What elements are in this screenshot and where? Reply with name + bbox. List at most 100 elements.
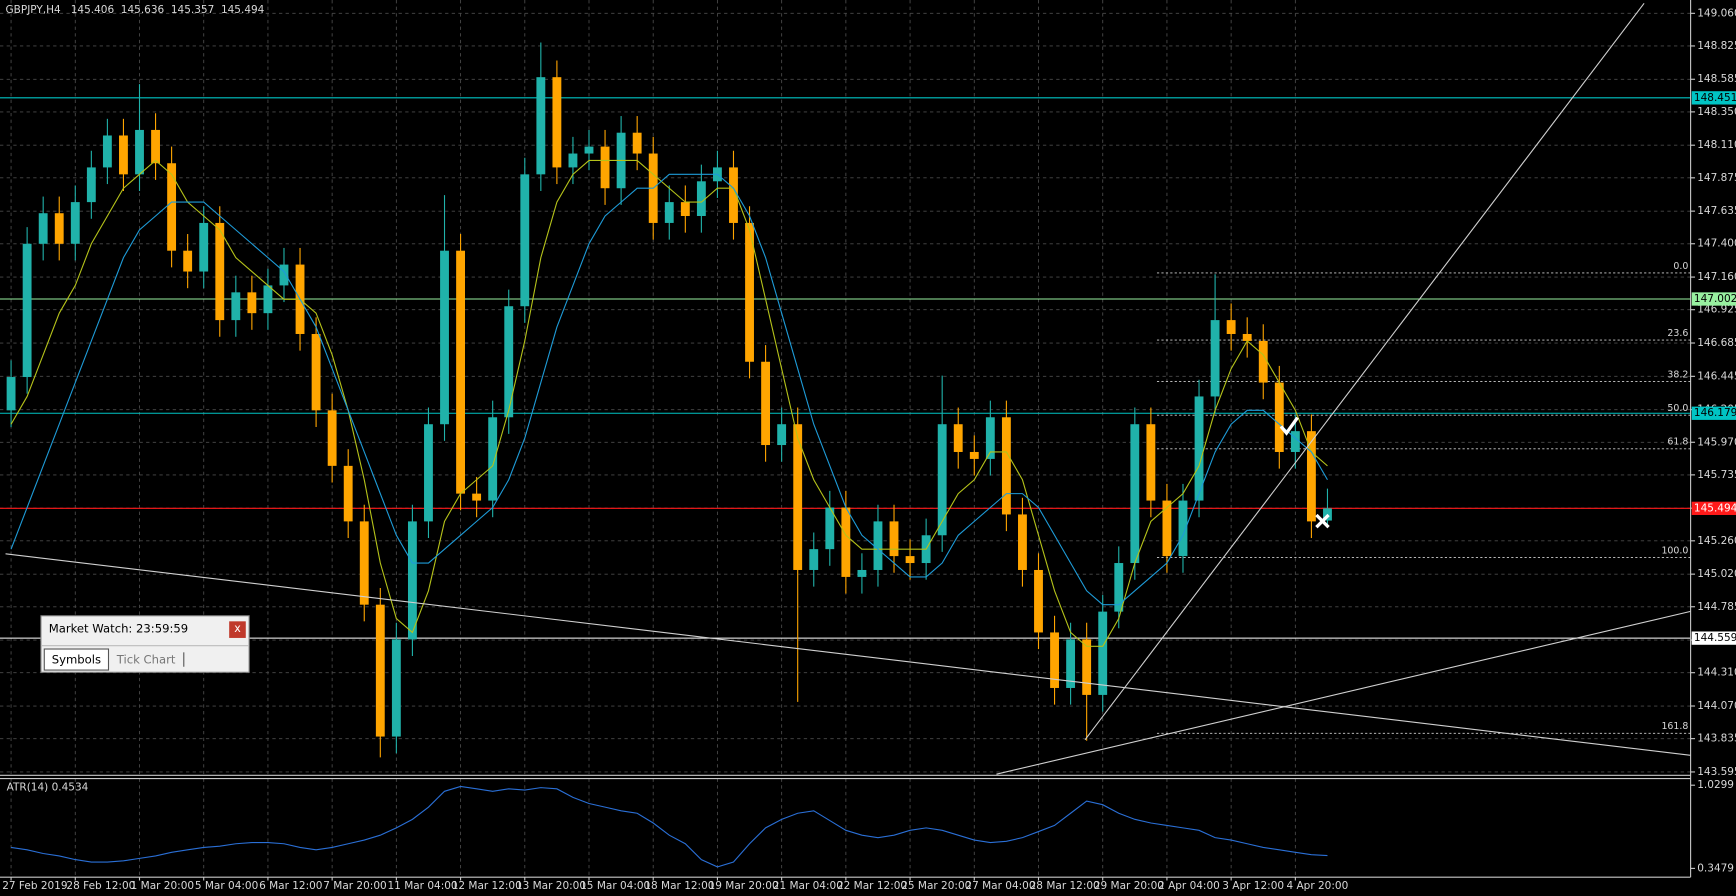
x-tick-label: 21 Mar 04:00 bbox=[773, 880, 843, 892]
y-tick-label: 146.925 bbox=[1697, 304, 1736, 316]
fib-label: 0.0 bbox=[1673, 261, 1688, 272]
x-tick-label: 7 Mar 20:00 bbox=[323, 880, 386, 892]
candle-body bbox=[953, 424, 963, 452]
candle-body bbox=[1242, 333, 1252, 341]
x-tick-label: 5 Mar 04:00 bbox=[195, 880, 258, 892]
candle-body bbox=[1034, 569, 1043, 633]
level-label-box bbox=[1691, 501, 1736, 515]
level-label-box bbox=[1691, 631, 1736, 645]
candle-body bbox=[1130, 424, 1140, 564]
y-tick-label: 147.400 bbox=[1697, 238, 1736, 250]
x-tick-label: 4 Apr 20:00 bbox=[1287, 880, 1349, 892]
tab-label[interactable]: Symbols bbox=[52, 653, 101, 667]
check-marker bbox=[1279, 416, 1299, 436]
quote-open: 145.406 bbox=[71, 4, 115, 16]
candle-body bbox=[263, 285, 273, 314]
candle-body bbox=[584, 146, 594, 154]
candle-body bbox=[536, 77, 546, 175]
market-watch-title: Market Watch: 23:59:59 bbox=[49, 622, 188, 636]
y-tick-label: 146.685 bbox=[1697, 337, 1736, 349]
candle-body bbox=[1274, 382, 1284, 452]
y-tick-label: 147.160 bbox=[1697, 271, 1736, 283]
candle-body bbox=[231, 292, 241, 321]
atr-label: ATR(14) 0.4534 bbox=[7, 781, 89, 793]
candle-body bbox=[1098, 611, 1108, 695]
candle-body bbox=[199, 222, 209, 272]
candle-body bbox=[1050, 632, 1059, 688]
candle-body bbox=[905, 556, 915, 564]
fib-label: 161.8 bbox=[1661, 721, 1688, 732]
candle-body bbox=[279, 264, 289, 286]
level-label: 144.559 bbox=[1694, 632, 1736, 644]
symbol: GBPJPY,H4 bbox=[6, 4, 62, 16]
candle-body bbox=[825, 507, 835, 550]
x-tick-label: 25 Mar 20:00 bbox=[901, 880, 971, 892]
close-button-label[interactable]: x bbox=[234, 622, 241, 635]
trend-line bbox=[1084, 2, 1645, 741]
x-tick-label: 22 Mar 12:00 bbox=[837, 880, 907, 892]
level-layer: 0.0 23.6 38.2 50.0 61.8 100.0 161.8 bbox=[0, 97, 1691, 734]
close-button[interactable] bbox=[229, 621, 246, 638]
candle-body bbox=[1178, 500, 1188, 557]
x-tick-label: 3 Apr 12:00 bbox=[1222, 880, 1284, 892]
candle-body bbox=[777, 424, 787, 446]
trend-line bbox=[5, 553, 1691, 756]
x-tick-label: 11 Mar 04:00 bbox=[388, 880, 458, 892]
fib-label: 100.0 bbox=[1661, 545, 1688, 556]
candle-body bbox=[247, 292, 257, 314]
candle-body bbox=[1290, 431, 1300, 452]
trend-lines bbox=[5, 2, 1691, 775]
candle-body bbox=[1226, 320, 1236, 334]
tab-label[interactable]: Tick Chart bbox=[116, 653, 176, 667]
candle-body bbox=[696, 181, 706, 216]
candle-body bbox=[552, 77, 562, 168]
candle-body bbox=[22, 243, 32, 378]
candle-body bbox=[1210, 320, 1220, 397]
y-tick-label: 149.060 bbox=[1697, 7, 1736, 19]
candle-body bbox=[472, 493, 482, 501]
trend-line bbox=[996, 610, 1691, 775]
candle-body bbox=[600, 146, 610, 189]
quote-low: 145.357 bbox=[171, 4, 214, 16]
level-label: 148.451 bbox=[1694, 92, 1736, 104]
candle-body bbox=[38, 213, 48, 244]
candle-body bbox=[504, 306, 514, 418]
x-tick-label: 28 Mar 12:00 bbox=[1030, 880, 1100, 892]
candle-body bbox=[1001, 417, 1011, 515]
candle-body bbox=[54, 213, 64, 244]
market-watch: Market Watch: 23:59:59 x Symbols Tick Ch… bbox=[40, 615, 250, 673]
candle-body bbox=[119, 135, 128, 175]
candle-body bbox=[311, 333, 321, 411]
fib-label: 23.6 bbox=[1667, 328, 1688, 339]
candle-body bbox=[343, 465, 353, 522]
candle-body bbox=[359, 521, 369, 605]
candle-body bbox=[1146, 424, 1156, 501]
y-tick-label: 144.310 bbox=[1697, 667, 1736, 679]
candle-body bbox=[1162, 500, 1172, 557]
candle-body bbox=[568, 153, 578, 168]
y-tick-label: 0.3479 bbox=[1697, 862, 1734, 874]
cross-marker bbox=[1315, 513, 1330, 529]
candle-body bbox=[1114, 563, 1124, 612]
candle-body bbox=[70, 202, 80, 244]
candle-body bbox=[6, 377, 16, 411]
candle-body bbox=[937, 424, 947, 536]
tab-active[interactable] bbox=[43, 648, 110, 671]
level-label: 145.494 bbox=[1694, 502, 1736, 514]
candle-body bbox=[135, 129, 144, 175]
y-tick-label: 145.970 bbox=[1697, 436, 1736, 448]
y-tick-label: 147.635 bbox=[1697, 205, 1736, 217]
x-tick-label: 27 Mar 04:00 bbox=[965, 880, 1035, 892]
indicator-layer bbox=[10, 159, 1328, 868]
y-tick-label: 148.585 bbox=[1697, 73, 1736, 85]
candle-body bbox=[809, 549, 819, 570]
y-tick-label: 1.0299 bbox=[1697, 779, 1734, 791]
candle-body bbox=[873, 521, 883, 570]
y-tick-label: 145.735 bbox=[1697, 469, 1736, 481]
candle-body bbox=[1194, 396, 1204, 501]
candle-layer bbox=[6, 42, 1332, 758]
y-tick-label: 143.835 bbox=[1697, 733, 1736, 745]
atr-line bbox=[10, 785, 1328, 868]
